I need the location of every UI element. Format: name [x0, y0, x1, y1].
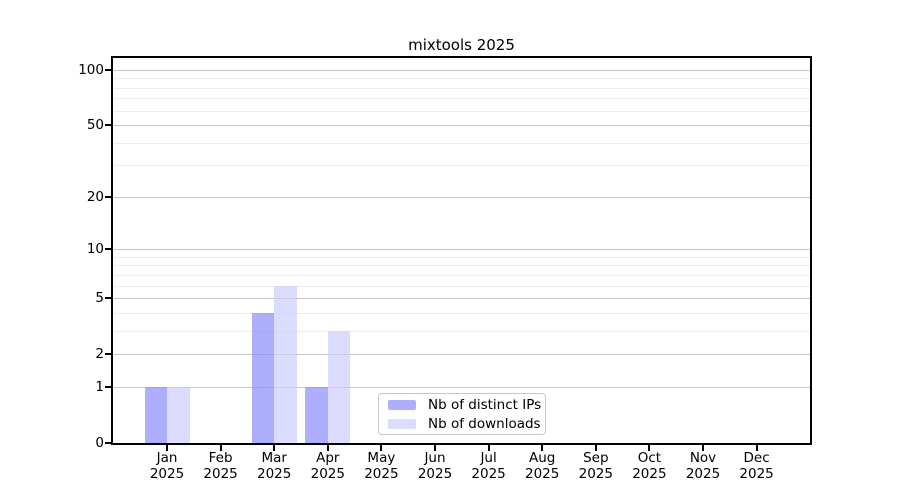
bar-nb-of-downloads-jan	[167, 387, 190, 443]
gridline-major-50	[113, 125, 810, 127]
y-tick-label-50: 50	[86, 117, 104, 134]
gridline-minor-90	[113, 78, 810, 80]
x-tick-jan	[166, 445, 168, 451]
y-tick-label-1: 1	[95, 379, 104, 395]
legend-swatch-downloads	[388, 418, 416, 429]
y-tick-label-2: 2	[95, 346, 104, 363]
bar-nb-of-downloads-apr	[327, 330, 351, 443]
y-tick-10	[105, 248, 111, 251]
gridline-minor-80	[113, 87, 810, 89]
x-tick-label-jan: Jan 2025	[149, 450, 185, 482]
x-tick-jun	[434, 445, 436, 451]
x-tick-label-sep: Sep 2025	[578, 450, 613, 482]
x-tick-label-nov: Nov 2025	[685, 450, 721, 482]
y-tick-50	[105, 124, 111, 127]
x-tick-label-aug: Aug 2025	[525, 450, 560, 482]
x-tick-label-feb: Feb 2025	[203, 450, 238, 482]
y-tick-20	[105, 195, 111, 198]
legend-item-downloads: Nb of downloads	[388, 416, 545, 432]
x-tick-label-mar: Mar 2025	[257, 450, 292, 482]
legend: Nb of distinct IPs Nb of downloads	[378, 393, 546, 435]
bar-nb-of-distinct-ips-apr	[305, 387, 328, 443]
gridline-minor-6	[113, 285, 810, 287]
y-tick-label-0: 0	[95, 435, 104, 451]
x-tick-label-dec: Dec 2025	[739, 450, 774, 482]
x-tick-jul	[487, 445, 490, 451]
x-tick-apr	[326, 445, 329, 451]
y-tick-5	[105, 297, 111, 300]
gridline-minor-7	[113, 274, 810, 276]
gridline-major-1	[113, 387, 810, 388]
bar-nb-of-distinct-ips-mar	[251, 312, 275, 443]
y-tick-0	[105, 442, 111, 444]
bars-layer	[113, 58, 810, 443]
gridline-major-100	[113, 69, 810, 71]
y-tick-label-20: 20	[86, 188, 104, 205]
gridline-minor-30	[113, 165, 810, 167]
gridline-minor-4	[113, 312, 810, 314]
x-tick-aug	[541, 445, 544, 451]
x-tick-mar	[273, 445, 276, 451]
gridline-minor-70	[113, 98, 810, 100]
legend-label-downloads: Nb of downloads	[428, 415, 541, 432]
y-tick-2	[105, 353, 111, 356]
y-tick-label-5: 5	[95, 290, 104, 307]
x-tick-may	[380, 445, 383, 451]
x-tick-label-apr: Apr 2025	[310, 450, 345, 482]
x-tick-label-may: May 2025	[364, 450, 399, 482]
x-tick-dec	[755, 445, 758, 451]
gridline-minor-40	[113, 142, 810, 144]
y-tick-label-10: 10	[86, 241, 104, 258]
legend-item-distinct-ips: Nb of distinct IPs	[388, 397, 545, 413]
y-tick-1	[105, 386, 111, 388]
chart-title: mixtools 2025	[408, 36, 515, 54]
plot-area: Nb of distinct IPs Nb of downloads	[111, 56, 812, 445]
gridline-minor-8	[113, 265, 810, 267]
gridline-major-2	[113, 354, 810, 356]
bar-nb-of-downloads-mar	[274, 285, 297, 443]
bar-nb-of-distinct-ips-jan	[144, 387, 167, 443]
x-tick-label-oct: Oct 2025	[632, 450, 667, 482]
legend-swatch-distinct-ips	[388, 399, 416, 410]
gridline-major-20	[113, 196, 810, 198]
x-tick-sep	[594, 445, 597, 451]
gridline-minor-9	[113, 256, 810, 258]
gridline-major-10	[113, 249, 810, 251]
x-tick-label-jul: Jul 2025	[471, 450, 506, 482]
gridlines-layer	[113, 58, 810, 443]
gridline-minor-3	[113, 330, 810, 332]
x-tick-label-jun: Jun 2025	[417, 450, 453, 482]
y-tick-100	[105, 68, 111, 71]
y-tick-label-100: 100	[78, 61, 104, 78]
gridline-major-5	[113, 298, 810, 300]
x-tick-oct	[648, 445, 651, 451]
x-tick-nov	[702, 445, 704, 451]
gridline-minor-60	[113, 110, 810, 112]
x-tick-feb	[219, 445, 222, 451]
legend-label-distinct-ips: Nb of distinct IPs	[428, 396, 542, 413]
